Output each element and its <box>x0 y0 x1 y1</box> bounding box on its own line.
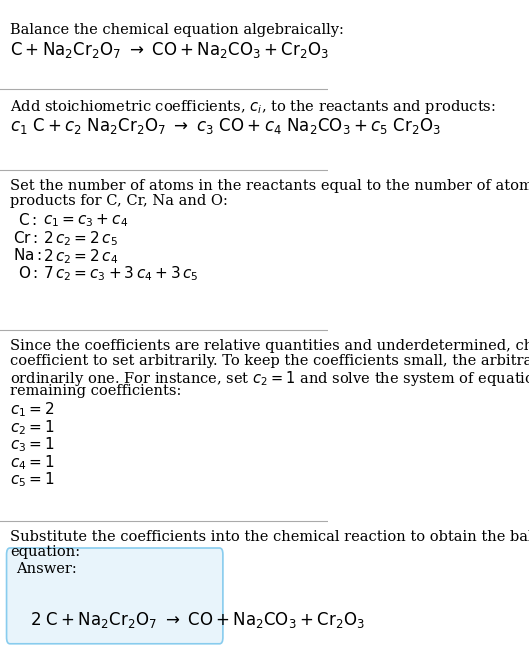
Text: $\mathrm{C + Na_2Cr_2O_7 \ \rightarrow \ CO + Na_2CO_3 + Cr_2O_3}$: $\mathrm{C + Na_2Cr_2O_7 \ \rightarrow \… <box>10 40 329 60</box>
Text: equation:: equation: <box>10 545 80 559</box>
Text: $c_1 = c_3 + c_4$: $c_1 = c_3 + c_4$ <box>43 212 128 229</box>
Text: Set the number of atoms in the reactants equal to the number of atoms in the: Set the number of atoms in the reactants… <box>10 179 529 193</box>
Text: Add stoichiometric coefficients, $c_i$, to the reactants and products:: Add stoichiometric coefficients, $c_i$, … <box>10 98 496 116</box>
Text: remaining coefficients:: remaining coefficients: <box>10 384 181 398</box>
Text: $\mathrm{2\ C + Na_2Cr_2O_7 \ \rightarrow \ CO + Na_2CO_3 + Cr_2O_3}$: $\mathrm{2\ C + Na_2Cr_2O_7 \ \rightarro… <box>30 610 364 630</box>
Text: $\mathrm{C:}$: $\mathrm{C:}$ <box>18 212 37 228</box>
Text: $c_2 = 1$: $c_2 = 1$ <box>10 418 54 437</box>
Text: products for C, Cr, Na and O:: products for C, Cr, Na and O: <box>10 194 227 208</box>
Text: Balance the chemical equation algebraically:: Balance the chemical equation algebraica… <box>10 23 344 37</box>
Text: $c_4 = 1$: $c_4 = 1$ <box>10 453 54 472</box>
Text: $\mathrm{Na:}$: $\mathrm{Na:}$ <box>13 247 42 263</box>
Text: $\mathrm{Cr:}$: $\mathrm{Cr:}$ <box>13 230 39 246</box>
FancyBboxPatch shape <box>6 548 223 644</box>
Text: $7\,c_2 = c_3 + 3\,c_4 + 3\,c_5$: $7\,c_2 = c_3 + 3\,c_4 + 3\,c_5$ <box>43 265 198 283</box>
Text: $c_5 = 1$: $c_5 = 1$ <box>10 470 54 489</box>
Text: $2\,c_2 = 2\,c_5$: $2\,c_2 = 2\,c_5$ <box>43 230 117 248</box>
Text: $2\,c_2 = 2\,c_4$: $2\,c_2 = 2\,c_4$ <box>43 247 118 266</box>
Text: Since the coefficients are relative quantities and underdetermined, choose a: Since the coefficients are relative quan… <box>10 339 529 353</box>
Text: $c_3 = 1$: $c_3 = 1$ <box>10 435 54 454</box>
Text: Substitute the coefficients into the chemical reaction to obtain the balanced: Substitute the coefficients into the che… <box>10 530 529 544</box>
Text: $\mathrm{O:}$: $\mathrm{O:}$ <box>18 265 39 281</box>
Text: Answer:: Answer: <box>16 562 77 576</box>
Text: coefficient to set arbitrarily. To keep the coefficients small, the arbitrary va: coefficient to set arbitrarily. To keep … <box>10 354 529 368</box>
Text: ordinarily one. For instance, set $c_2 = 1$ and solve the system of equations fo: ordinarily one. For instance, set $c_2 =… <box>10 369 529 388</box>
Text: $c_1 = 2$: $c_1 = 2$ <box>10 400 54 419</box>
Text: $c_1\ \mathrm{C} + c_2\ \mathrm{Na_2Cr_2O_7} \ \rightarrow \ c_3\ \mathrm{CO} + : $c_1\ \mathrm{C} + c_2\ \mathrm{Na_2Cr_2… <box>10 116 441 137</box>
